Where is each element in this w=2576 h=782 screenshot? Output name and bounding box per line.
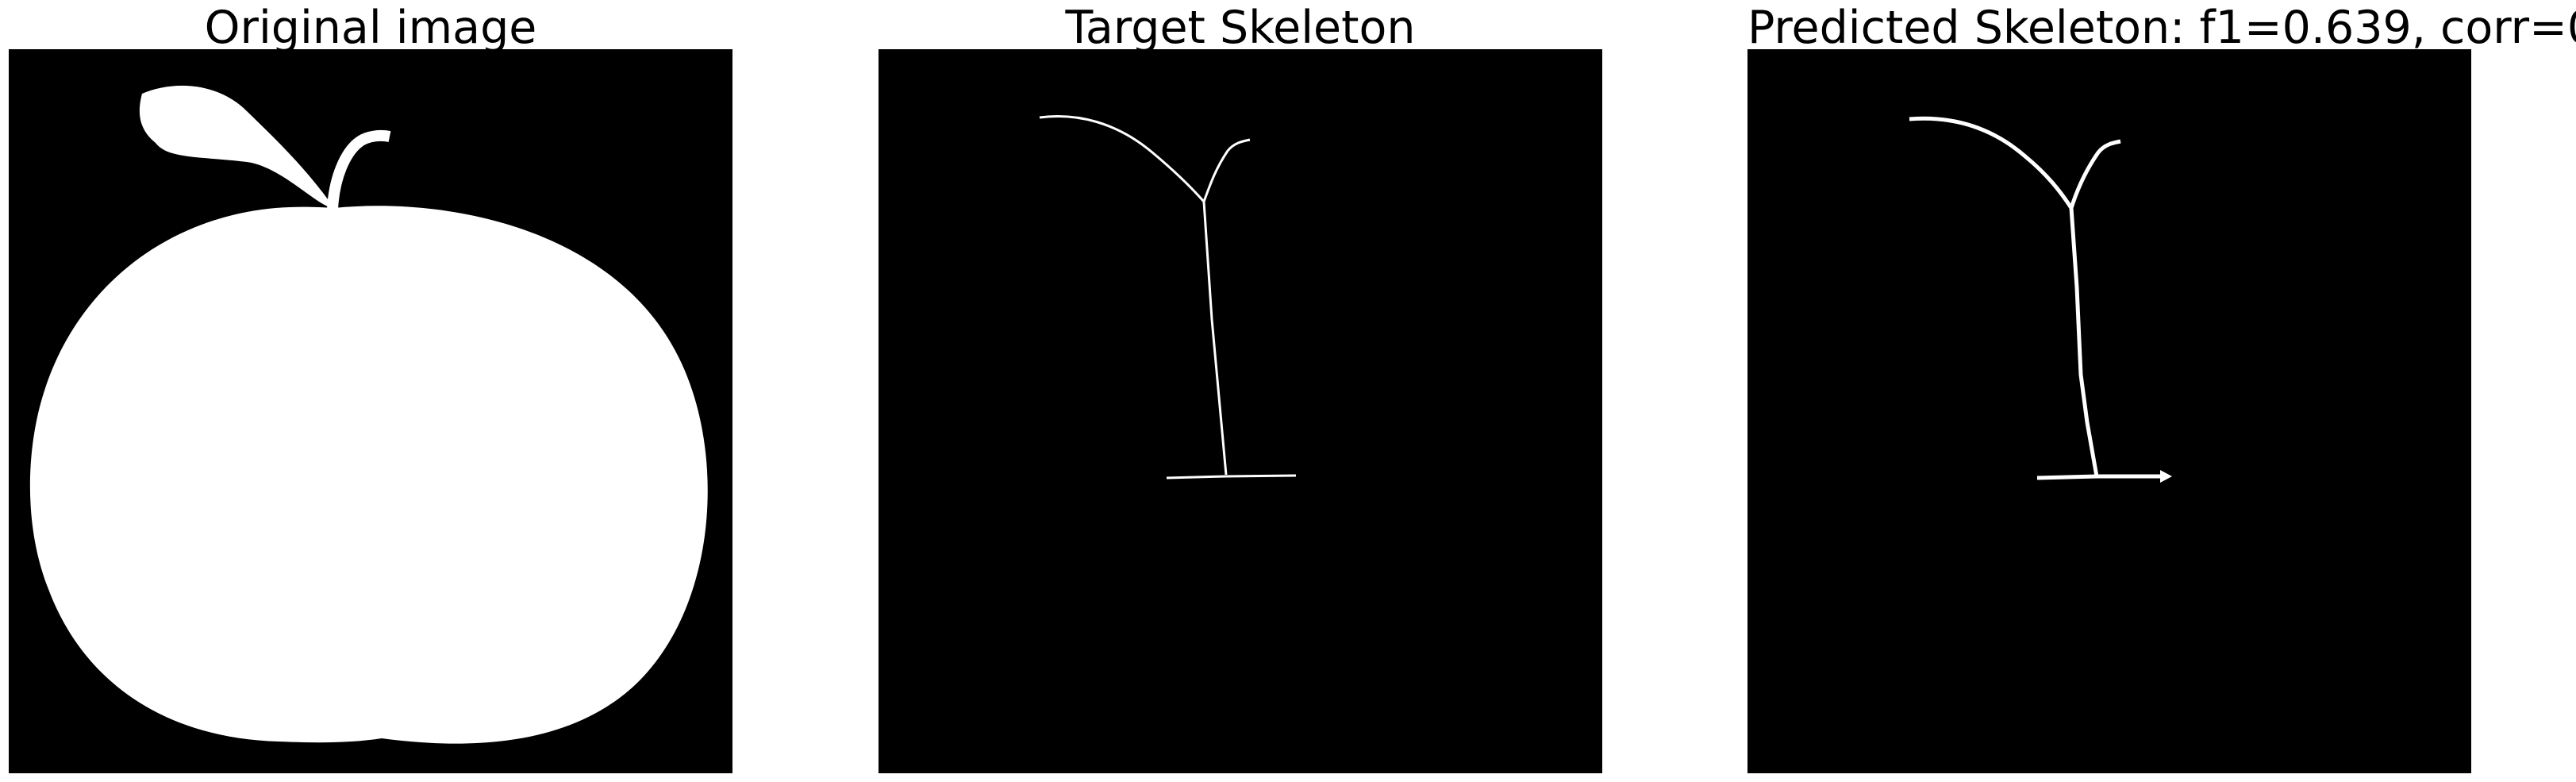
skeleton-endpoint-blob <box>2160 470 2172 483</box>
panel-title: Original image <box>204 2 537 54</box>
panel-title: Target Skeleton <box>1065 2 1416 54</box>
skeleton-base <box>1166 474 1297 480</box>
skeleton-trunk <box>1202 201 1228 476</box>
panel-title: Predicted Skeleton: f1=0.639, corr=0.681 <box>1747 2 2576 54</box>
apple-stem <box>327 130 391 210</box>
target-skeleton-image <box>879 49 1602 773</box>
predicted-skeleton-image <box>1747 49 2471 773</box>
skeleton-left-branch <box>1909 116 2074 210</box>
target-skeleton <box>879 49 1602 773</box>
skeleton-right-branch <box>2069 139 2121 209</box>
original-image <box>9 49 732 773</box>
predicted-skeleton <box>1747 49 2471 773</box>
panel-target: Target Skeleton <box>879 0 1602 782</box>
skeleton-base <box>2036 474 2168 480</box>
apple-leaf <box>139 85 334 209</box>
apple-body <box>29 206 708 744</box>
panel-predicted: Predicted Skeleton: f1=0.639, corr=0.681 <box>1747 0 2576 782</box>
skeleton-trunk <box>2069 207 2099 477</box>
apple-mask <box>9 49 732 773</box>
skeleton-left-branch <box>1039 115 1205 202</box>
panel-original: Original image <box>9 0 732 782</box>
skeleton-right-branch <box>1202 138 1251 202</box>
